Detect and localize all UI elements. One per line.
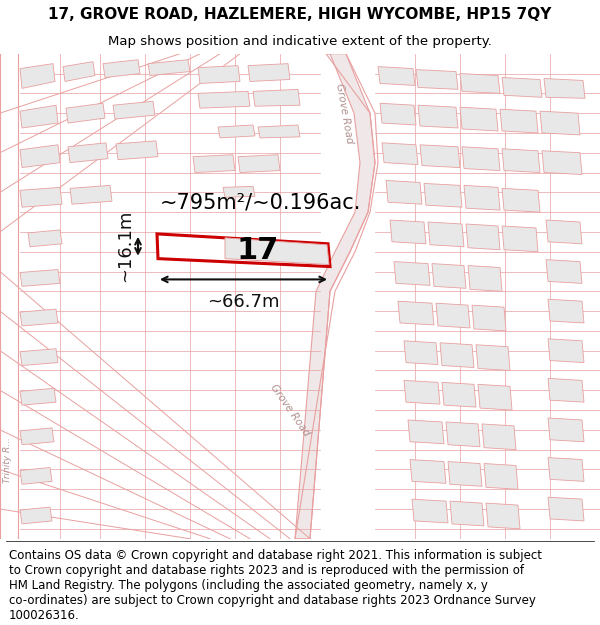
Polygon shape [386,181,422,204]
Polygon shape [258,125,300,138]
Polygon shape [20,269,60,286]
Polygon shape [548,418,584,442]
Polygon shape [450,501,484,526]
Polygon shape [404,381,440,404]
Text: Trinity R...: Trinity R... [4,437,13,483]
Text: Contains OS data © Crown copyright and database right 2021. This information is : Contains OS data © Crown copyright and d… [9,549,542,562]
Polygon shape [66,103,105,123]
Polygon shape [380,103,416,125]
Polygon shape [223,186,255,198]
Polygon shape [20,428,54,445]
Polygon shape [460,107,498,131]
Polygon shape [378,67,415,86]
Polygon shape [436,303,470,328]
Polygon shape [468,266,502,291]
Polygon shape [408,420,444,444]
Polygon shape [20,309,58,326]
Polygon shape [462,147,500,171]
Polygon shape [28,230,62,247]
Polygon shape [432,264,466,288]
Polygon shape [218,125,255,138]
Polygon shape [225,238,329,264]
Polygon shape [546,220,582,244]
Polygon shape [157,234,330,266]
Polygon shape [20,145,60,168]
Text: Map shows position and indicative extent of the property.: Map shows position and indicative extent… [108,36,492,48]
Text: ~795m²/~0.196ac.: ~795m²/~0.196ac. [160,192,361,213]
Polygon shape [198,91,250,108]
Polygon shape [63,62,95,81]
Polygon shape [500,109,538,133]
Polygon shape [20,507,52,524]
Polygon shape [248,64,290,81]
Text: HM Land Registry. The polygons (including the associated geometry, namely x, y: HM Land Registry. The polygons (includin… [9,579,488,592]
Text: co-ordinates) are subject to Crown copyright and database rights 2023 Ordnance S: co-ordinates) are subject to Crown copyr… [9,594,536,608]
Polygon shape [548,299,584,323]
Polygon shape [448,461,482,486]
Polygon shape [416,69,458,89]
Text: Grove Road: Grove Road [268,382,311,438]
Polygon shape [484,464,518,489]
Polygon shape [20,388,56,405]
Polygon shape [20,188,62,207]
Polygon shape [478,384,512,410]
Polygon shape [502,188,540,212]
Polygon shape [198,66,240,84]
Text: Grove Road: Grove Road [334,82,355,144]
Polygon shape [193,155,235,172]
Text: 17, GROVE ROAD, HAZLEMERE, HIGH WYCOMBE, HP15 7QY: 17, GROVE ROAD, HAZLEMERE, HIGH WYCOMBE,… [49,7,551,22]
Polygon shape [20,349,58,366]
Polygon shape [103,60,140,78]
Polygon shape [424,183,462,207]
Polygon shape [540,111,580,135]
Text: 100026316.: 100026316. [9,609,80,622]
Polygon shape [502,78,542,98]
Polygon shape [476,345,510,371]
Polygon shape [548,458,584,481]
Polygon shape [486,503,520,529]
Text: 17: 17 [237,236,279,265]
Polygon shape [20,64,55,88]
Polygon shape [412,499,448,523]
Polygon shape [546,259,582,283]
Polygon shape [482,424,516,449]
Polygon shape [68,143,108,162]
Polygon shape [502,149,540,173]
Polygon shape [418,105,458,128]
Polygon shape [548,378,584,402]
Polygon shape [20,105,58,128]
Polygon shape [420,145,460,168]
Polygon shape [20,468,52,484]
Polygon shape [442,382,476,407]
Polygon shape [382,143,418,164]
Polygon shape [394,262,430,286]
Polygon shape [460,74,500,93]
Polygon shape [70,186,112,204]
Polygon shape [440,342,474,367]
Text: ~66.7m: ~66.7m [207,293,280,311]
Polygon shape [464,186,500,210]
Polygon shape [542,151,582,174]
Polygon shape [502,226,538,252]
Polygon shape [148,60,190,76]
Polygon shape [390,220,426,244]
Polygon shape [428,222,464,247]
Polygon shape [548,339,584,362]
Polygon shape [548,497,584,521]
Polygon shape [238,155,280,172]
Polygon shape [466,224,500,250]
Polygon shape [253,89,300,106]
Polygon shape [404,341,438,364]
Polygon shape [544,79,585,98]
Polygon shape [116,141,158,159]
Text: to Crown copyright and database rights 2023 and is reproduced with the permissio: to Crown copyright and database rights 2… [9,564,524,578]
Text: ~16.1m: ~16.1m [116,210,134,282]
Polygon shape [472,305,506,331]
Polygon shape [295,54,375,539]
Polygon shape [113,101,155,119]
Polygon shape [398,301,434,325]
Polygon shape [410,459,446,483]
Polygon shape [446,422,480,447]
